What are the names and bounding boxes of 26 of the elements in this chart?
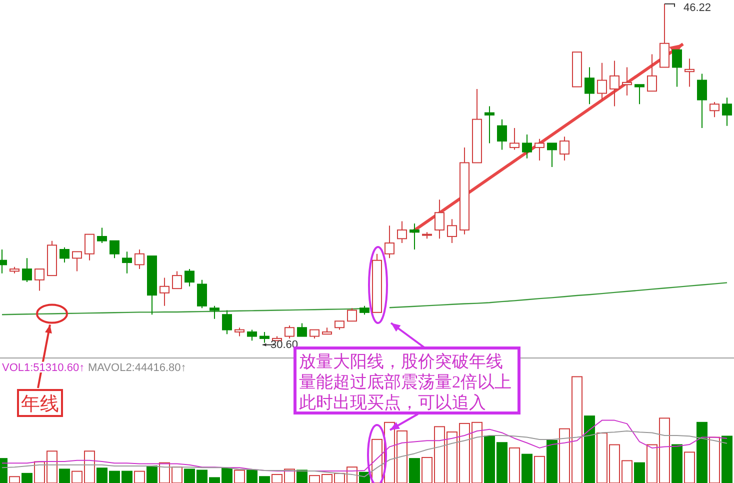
bar	[696, 422, 708, 483]
annotation: 量能超过底部震荡量2倍以上	[299, 372, 512, 392]
bar	[584, 416, 595, 483]
bar	[534, 456, 545, 483]
bar	[234, 470, 245, 483]
bar	[684, 452, 695, 483]
text: MAVOL2:44416.80↑	[88, 362, 186, 374]
bar	[9, 476, 20, 483]
bar	[546, 440, 558, 483]
text: 放量大阳线，股价突破年线	[299, 352, 503, 371]
bar	[409, 458, 420, 483]
bar	[22, 472, 32, 483]
bar	[634, 462, 645, 483]
bar	[722, 436, 732, 483]
bar	[509, 447, 520, 483]
bar	[672, 444, 682, 483]
bar	[709, 436, 720, 483]
bar	[146, 465, 158, 483]
bar	[59, 468, 70, 483]
annotation: 此时出现买点，可以追入	[299, 393, 486, 412]
annotation: 年线	[21, 394, 59, 415]
annotation: 30.60	[270, 338, 298, 351]
annotation: 46.22	[684, 2, 712, 14]
bar	[134, 470, 145, 483]
bar	[296, 470, 308, 483]
bar	[522, 454, 532, 483]
